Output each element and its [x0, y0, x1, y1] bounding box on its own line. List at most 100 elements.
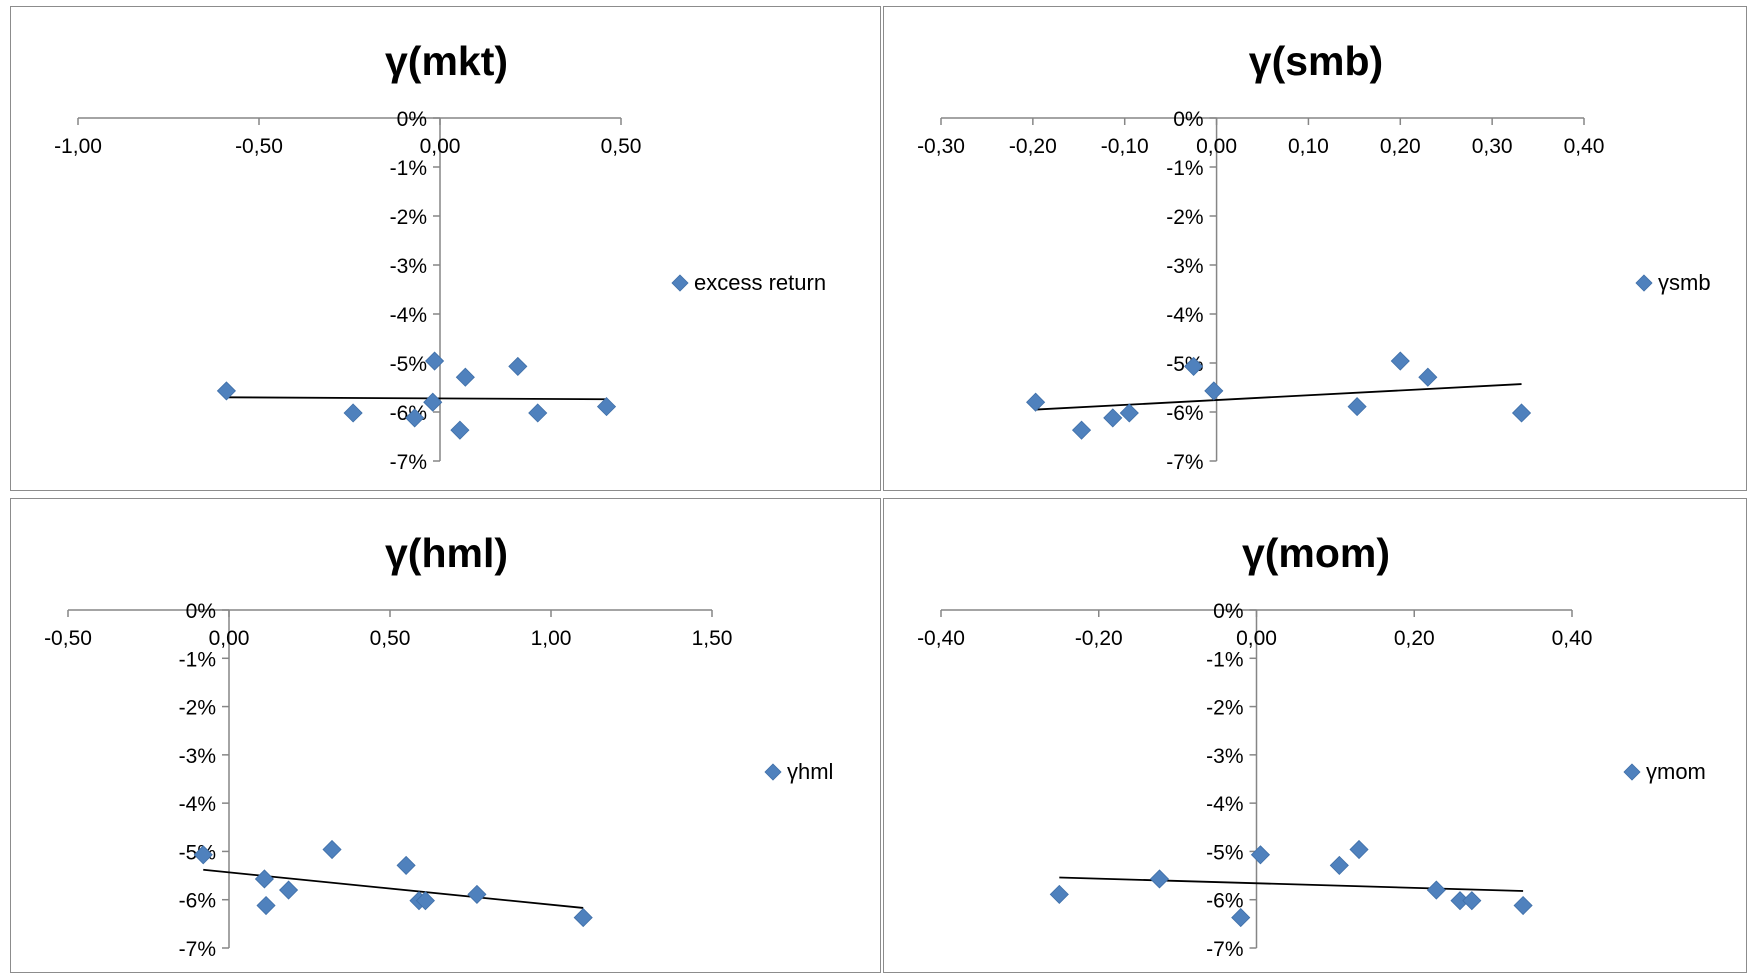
data-point [528, 403, 548, 423]
trendline [1059, 876, 1524, 892]
y-tick-label: -4% [1166, 304, 1203, 327]
x-tick-label: 0,30 [1472, 135, 1513, 158]
legend-label: excess return [694, 270, 826, 295]
y-tick-label: 0% [186, 600, 216, 623]
data-point [1026, 392, 1046, 412]
data-point [1426, 880, 1446, 900]
legend-marker [1635, 274, 1653, 292]
y-tick-label: -1% [1206, 648, 1243, 671]
data-point [1204, 381, 1224, 401]
y-tick-label: -4% [179, 793, 216, 816]
y-tick-label: -2% [179, 697, 216, 720]
chart-panel-hml: γ(hml) -0,50 0,00 0,50 1,00 1,50 0% -1% -2% -3% -4… [10, 498, 881, 973]
x-tick-label: -0,40 [917, 627, 965, 650]
x-tick-label: -0,50 [235, 135, 283, 158]
data-point [343, 403, 363, 423]
data-point [279, 880, 299, 900]
data-point [508, 356, 528, 376]
y-tick-label: -5% [1206, 841, 1243, 864]
data-point [322, 839, 342, 860]
x-tick-label: 0,00 [1196, 135, 1237, 158]
data-point [455, 367, 475, 387]
data-point [1390, 351, 1410, 371]
x-tick-label: 0,10 [1288, 135, 1329, 158]
legend: γmom [1623, 759, 1706, 784]
y-tick-label: -1% [179, 648, 216, 671]
data-point [1103, 408, 1123, 428]
data-point [396, 855, 416, 875]
y-tick-label: -1% [1166, 157, 1203, 180]
y-tick-label: -7% [390, 451, 427, 474]
chart-svg: γ(mkt) -1,00 -0,50 0,00 0,50 0% -1% -2% -3% -4% -5… [54, 38, 826, 474]
data-point [193, 845, 213, 865]
legend: γhml [764, 759, 833, 784]
data-point [1511, 403, 1532, 423]
data-point [1329, 855, 1349, 875]
chart-panel-mom: γ(mom) -0,40 -0,20 0,00 0,20 0,40 0% -1% -2% -3% -… [883, 498, 1747, 973]
y-tick-label: -2% [1206, 697, 1243, 720]
y-tick-label: -3% [1206, 745, 1243, 768]
chart-title: γ(mom) [1242, 530, 1390, 576]
chart-title: γ(mkt) [385, 38, 508, 84]
y-tick-label: -6% [1206, 890, 1243, 913]
legend-marker [1623, 763, 1641, 781]
chart-title: γ(smb) [1249, 38, 1383, 84]
x-tick-label: 0,50 [601, 135, 642, 158]
data-point [450, 420, 470, 440]
y-tick-label: -6% [179, 890, 216, 913]
y-tick-label: 0% [1213, 600, 1243, 623]
data-point [423, 392, 443, 412]
x-tick-label: -0,50 [44, 627, 92, 650]
chart-svg: γ(hml) -0,50 0,00 0,50 1,00 1,50 0% -1% -2% -3% -4… [44, 530, 833, 961]
x-tick-label: 0,40 [1552, 627, 1593, 650]
y-tick-label: -6% [1166, 402, 1203, 425]
y-tick-label: -7% [1206, 938, 1243, 961]
y-tick-label: -7% [1166, 451, 1203, 474]
x-tick-label: 0,40 [1564, 135, 1605, 158]
data-point [467, 884, 487, 904]
y-tick-label: -6% [390, 402, 427, 425]
data-point [596, 397, 617, 417]
data-point [1418, 367, 1438, 387]
data-point [1462, 891, 1482, 911]
chart-panel-smb: γ(smb) -0,30 -0,20 -0,10 0,00 0,10 0,20 0,30 0,4… [883, 6, 1747, 491]
data-point [256, 895, 276, 916]
chart-title: γ(hml) [385, 530, 508, 576]
legend: γsmb [1635, 270, 1711, 295]
x-tick-label: 1,00 [531, 627, 572, 650]
data-point [425, 351, 445, 371]
legend-marker [764, 763, 782, 781]
chart-svg: γ(smb) -0,30 -0,20 -0,10 0,00 0,10 0,20 0,30 0,4… [917, 38, 1711, 474]
y-tick-label: -2% [390, 206, 427, 229]
data-point [216, 381, 236, 401]
data-point [405, 408, 425, 428]
x-tick-label: -0,30 [917, 135, 965, 158]
x-tick-label: 0,50 [370, 627, 411, 650]
data-point [1184, 356, 1204, 376]
y-tick-label: -2% [1166, 206, 1203, 229]
data-point [1049, 884, 1069, 904]
data-point [1071, 420, 1092, 440]
data-point [1149, 869, 1170, 889]
x-tick-label: 0,20 [1394, 627, 1435, 650]
data-point [1513, 895, 1533, 916]
data-point [1231, 908, 1251, 928]
trendline [1035, 383, 1522, 411]
y-tick-label: -3% [179, 745, 216, 768]
legend: excess return [671, 270, 826, 295]
y-tick-label: -3% [390, 255, 427, 278]
data-point [415, 891, 435, 911]
x-tick-label: -1,00 [54, 135, 102, 158]
data-point [1347, 397, 1367, 417]
y-tick-label: 0% [397, 108, 427, 131]
y-tick-label: 0% [1173, 108, 1203, 131]
x-tick-label: 0,00 [209, 627, 250, 650]
data-point [1119, 403, 1139, 423]
y-tick-label: -4% [1206, 793, 1243, 816]
data-point [1349, 839, 1369, 860]
legend-label: γmom [1646, 759, 1706, 784]
chart-panel-mkt: γ(mkt) -1,00 -0,50 0,00 0,50 0% -1% -2% -3% -4% -5… [10, 6, 881, 491]
data-point [254, 869, 274, 889]
x-tick-label: -0,10 [1101, 135, 1149, 158]
